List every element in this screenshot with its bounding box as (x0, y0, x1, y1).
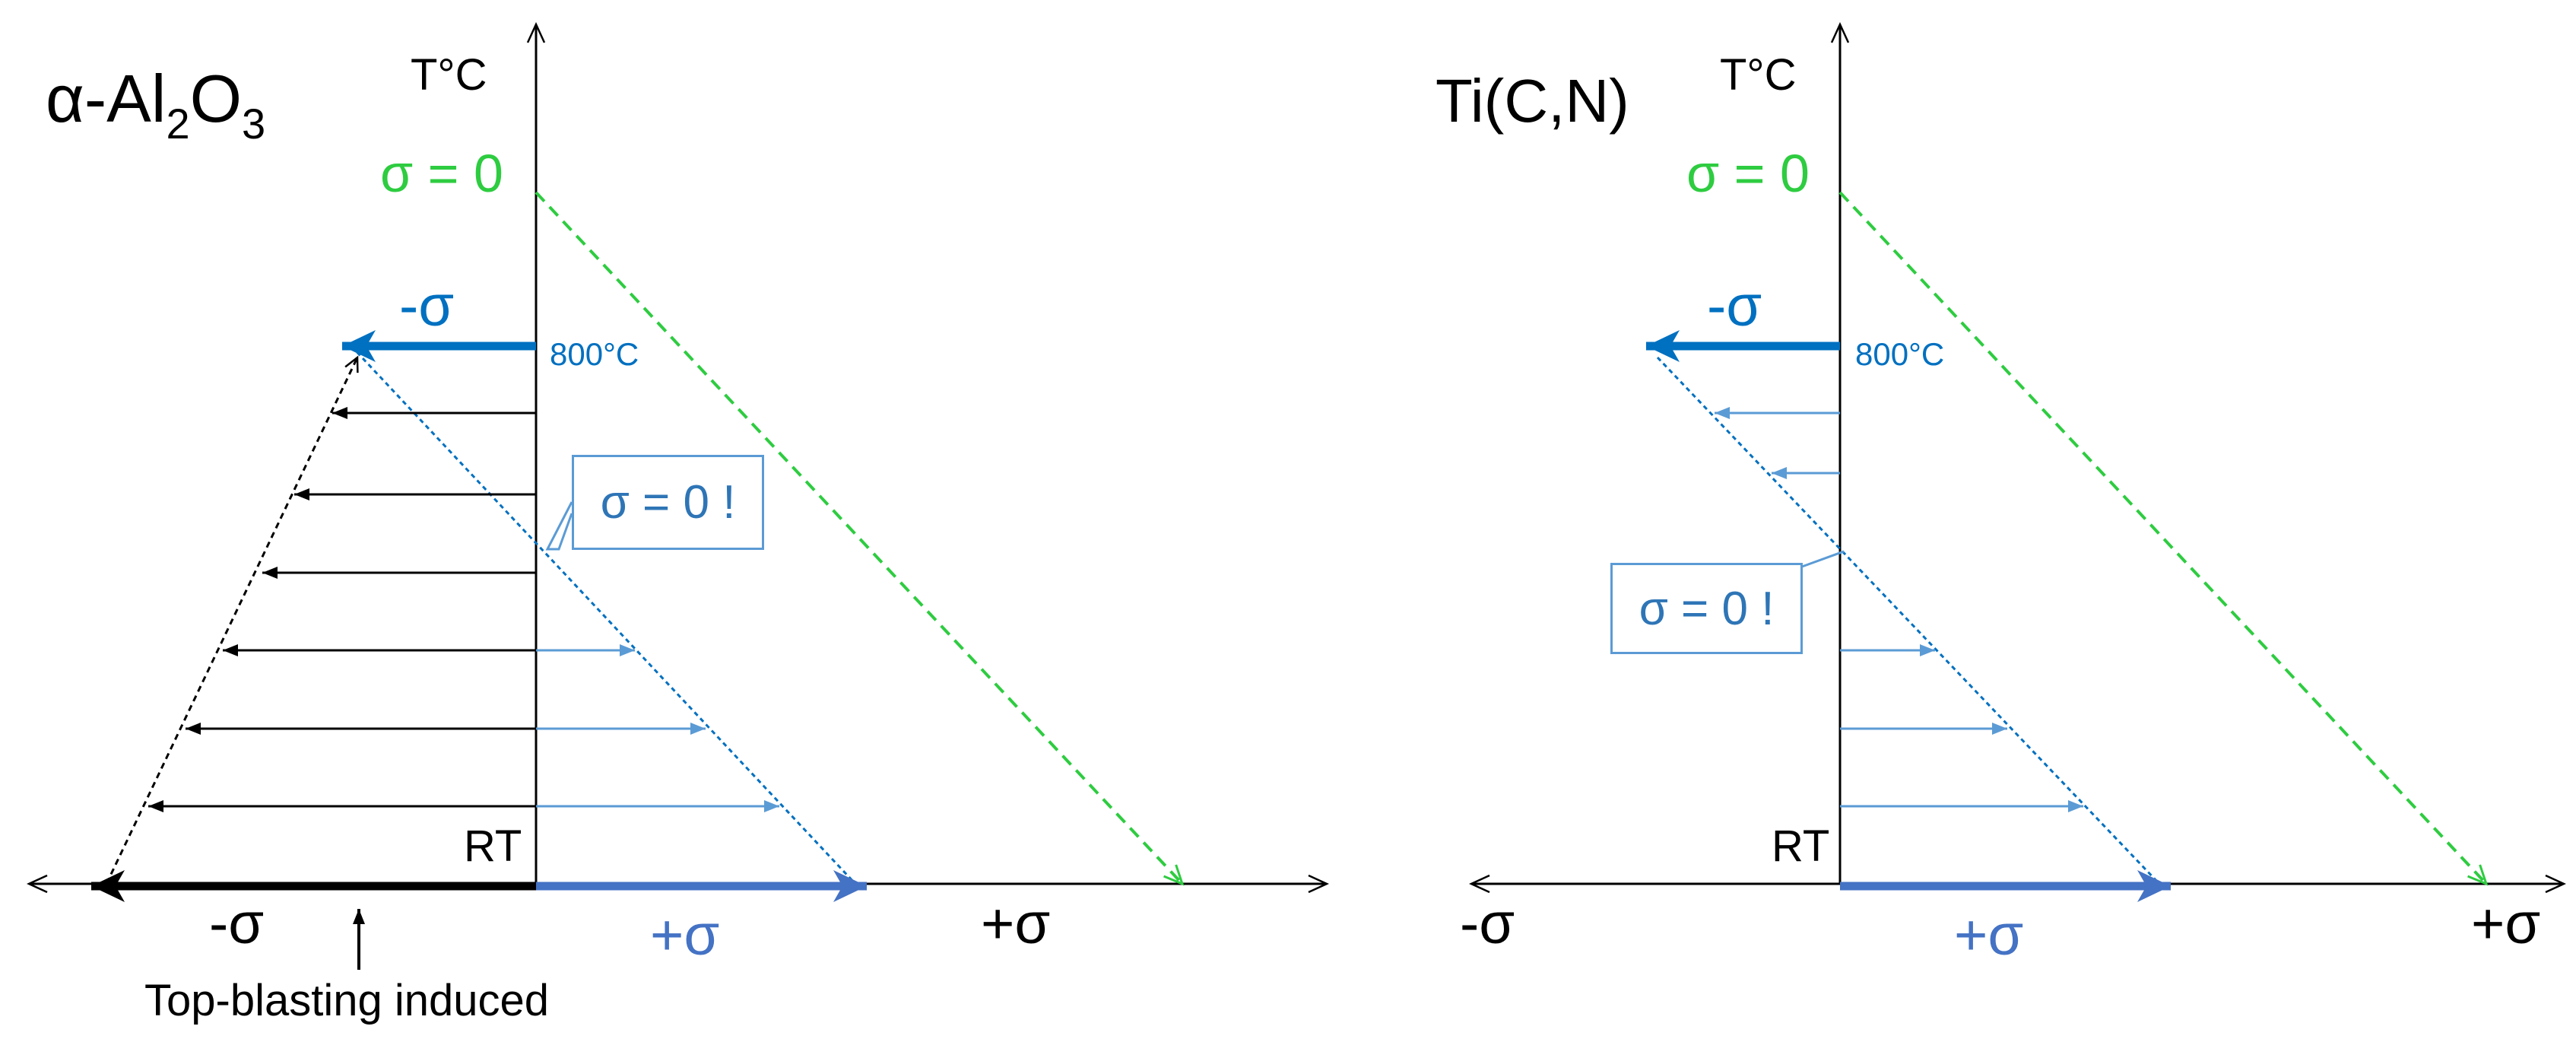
left-neg-sigma-axis-label: -σ (209, 891, 264, 956)
right-neg-sigma-axis-label: -σ (1460, 891, 1515, 956)
left-callout-pointer (545, 501, 573, 551)
right-pos-sigma-axis-label: +σ (2471, 891, 2540, 956)
left-rt-label: RT (464, 821, 522, 871)
left-sigma-zero-callout-text: σ = 0 ! (600, 476, 736, 529)
right-callout-pointer (1801, 550, 1845, 568)
right-sigma-zero-callout-text: σ = 0 ! (1639, 582, 1775, 635)
left-pos-sigma-axis-label: +σ (981, 891, 1050, 956)
left-blasting-envelope (105, 355, 359, 885)
right-title: Ti(C,N) (1436, 67, 1629, 135)
right-800c-label: 800°C (1855, 336, 1944, 372)
left-green-sigma-label: σ = 0 (380, 144, 503, 203)
left-800c-label: 800°C (550, 336, 639, 372)
left-y-axis-label: T°C (411, 50, 487, 100)
right-green-stress-line (1838, 191, 2489, 886)
right-green-sigma-label: σ = 0 (1686, 144, 1810, 203)
right-neg-sigma-top-label: -σ (1707, 274, 1762, 338)
left-neg-sigma-top-label: -σ (399, 274, 454, 338)
left-sigma-zero-callout: σ = 0 ! (572, 455, 764, 550)
left-panel: α-Al2O3 T°C σ = 0 -σ 800°C RT -σ +σ +σ T… (26, 21, 1330, 1025)
left-title: α-Al2O3 (46, 61, 265, 148)
right-sigma-zero-callout: σ = 0 ! (1610, 563, 1803, 654)
right-pos-sigma-blue-label: +σ (1954, 903, 2023, 967)
left-pos-sigma-blue-label: +σ (650, 903, 719, 967)
right-y-axis-label: T°C (1720, 50, 1797, 100)
left-top-blasting-note: Top-blasting induced (144, 976, 549, 1025)
right-panel: Ti(C,N) T°C σ = 0 -σ 800°C RT -σ +σ +σ (1436, 21, 2567, 967)
right-rt-label: RT (1772, 821, 1829, 871)
left-blue-stress-line (350, 345, 857, 885)
right-blue-stress-line (1656, 356, 2161, 885)
